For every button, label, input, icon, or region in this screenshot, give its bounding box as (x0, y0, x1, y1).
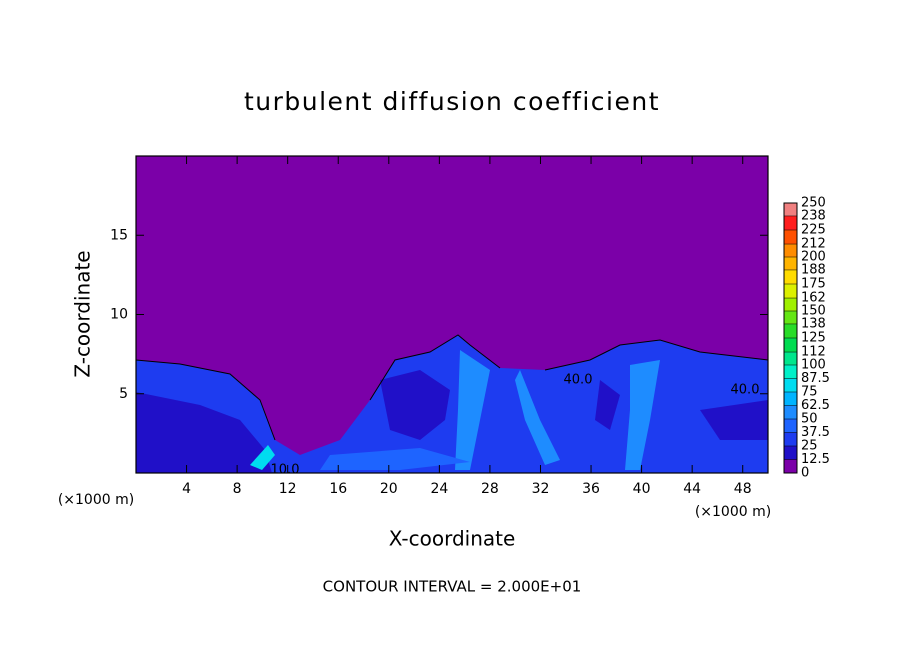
x-tick-label: 12 (279, 481, 297, 497)
colorbar-segment (784, 323, 797, 338)
colorbar-segment (784, 365, 797, 379)
y-tick-label: 10 (110, 307, 128, 323)
chart-title: turbulent diffusion coefficient (244, 87, 660, 116)
y-tick-label: 5 (119, 386, 128, 402)
x-tick-label: 24 (430, 481, 448, 497)
x-tick-label: 32 (532, 481, 550, 497)
x-tick-label: 16 (329, 481, 347, 497)
colorbar-label: 212 (801, 237, 826, 252)
y-axis-label: Z-coordinate (71, 250, 95, 377)
colorbar-label: 162 (801, 291, 826, 306)
field-region (455, 350, 490, 470)
colorbar-segment (784, 230, 797, 245)
y-tick-label: 15 (110, 227, 128, 243)
footer-note: CONTOUR INTERVAL = 2.000E+01 (323, 578, 582, 596)
colorbar-segment (784, 352, 797, 365)
colorbar-segment (784, 392, 797, 406)
colorbar-label: 37.5 (801, 425, 830, 440)
contour-label: 40.0 (564, 373, 593, 388)
colorbar-label: 238 (801, 208, 826, 223)
colorbar-segment (784, 269, 797, 284)
colorbar-segment (784, 459, 797, 473)
colorbar-label: 250 (801, 196, 826, 211)
colorbar-label: 150 (801, 304, 826, 319)
x-tick-label: 20 (380, 481, 398, 497)
colorbar-label: 138 (801, 316, 826, 331)
field-region (136, 392, 272, 473)
colorbar-label: 225 (801, 223, 826, 238)
field (135, 156, 769, 473)
colorbar-segment (784, 203, 797, 216)
x-tick-label: 36 (582, 481, 600, 497)
colorbar-label: 25 (801, 439, 818, 454)
x-axis-label: X-coordinate (389, 527, 516, 551)
colorbar-label: 50 (801, 412, 818, 427)
x-tick-label: 28 (481, 481, 499, 497)
field-region (515, 370, 560, 465)
field-region (700, 400, 768, 440)
field-region (595, 380, 620, 430)
colorbar-label: 12.5 (801, 452, 830, 467)
field-region (625, 360, 660, 470)
x-tick-label: 44 (683, 481, 701, 497)
colorbar-label: 0 (801, 466, 809, 481)
field-region (380, 370, 450, 440)
colorbar-segment (784, 378, 797, 392)
contour-line (135, 334, 769, 441)
colorbar-label: 125 (801, 331, 826, 346)
colorbar-label: 112 (801, 345, 826, 360)
x-tick-label: 40 (633, 481, 651, 497)
x-tick-label: 48 (734, 481, 752, 497)
colorbar-segment (784, 419, 797, 433)
colorbar-segment (784, 257, 797, 270)
colorbar-label: 175 (801, 277, 826, 292)
x-tick-label: 4 (182, 481, 191, 497)
colorbar-segment (784, 244, 797, 257)
colorbar-segment (784, 338, 797, 353)
colorbar-segment (784, 215, 797, 230)
colorbar-segment (784, 298, 797, 311)
colorbar-label: 87.5 (801, 371, 830, 386)
colorbar-segment (784, 446, 797, 460)
colorbar-segment (784, 405, 797, 419)
x-unit-label: (×1000 m) (58, 492, 134, 508)
field-region (250, 445, 275, 470)
colorbar-label: 188 (801, 262, 826, 277)
colorbar-label: 200 (801, 250, 826, 265)
field-region (320, 448, 470, 470)
colorbar-label: 62.5 (801, 398, 830, 413)
x-tick-label: 8 (233, 481, 242, 497)
x-unit-label: (×1000 m) (695, 504, 771, 520)
contour-label: 10.0 (271, 463, 300, 478)
colorbar-segment (784, 432, 797, 446)
colorbar-label: 100 (801, 358, 826, 373)
contour-label: 40.0 (731, 383, 760, 398)
colorbar-segment (784, 284, 797, 299)
field-region (136, 335, 768, 473)
colorbar-segment (784, 311, 797, 324)
colorbar-label: 75 (801, 385, 818, 400)
